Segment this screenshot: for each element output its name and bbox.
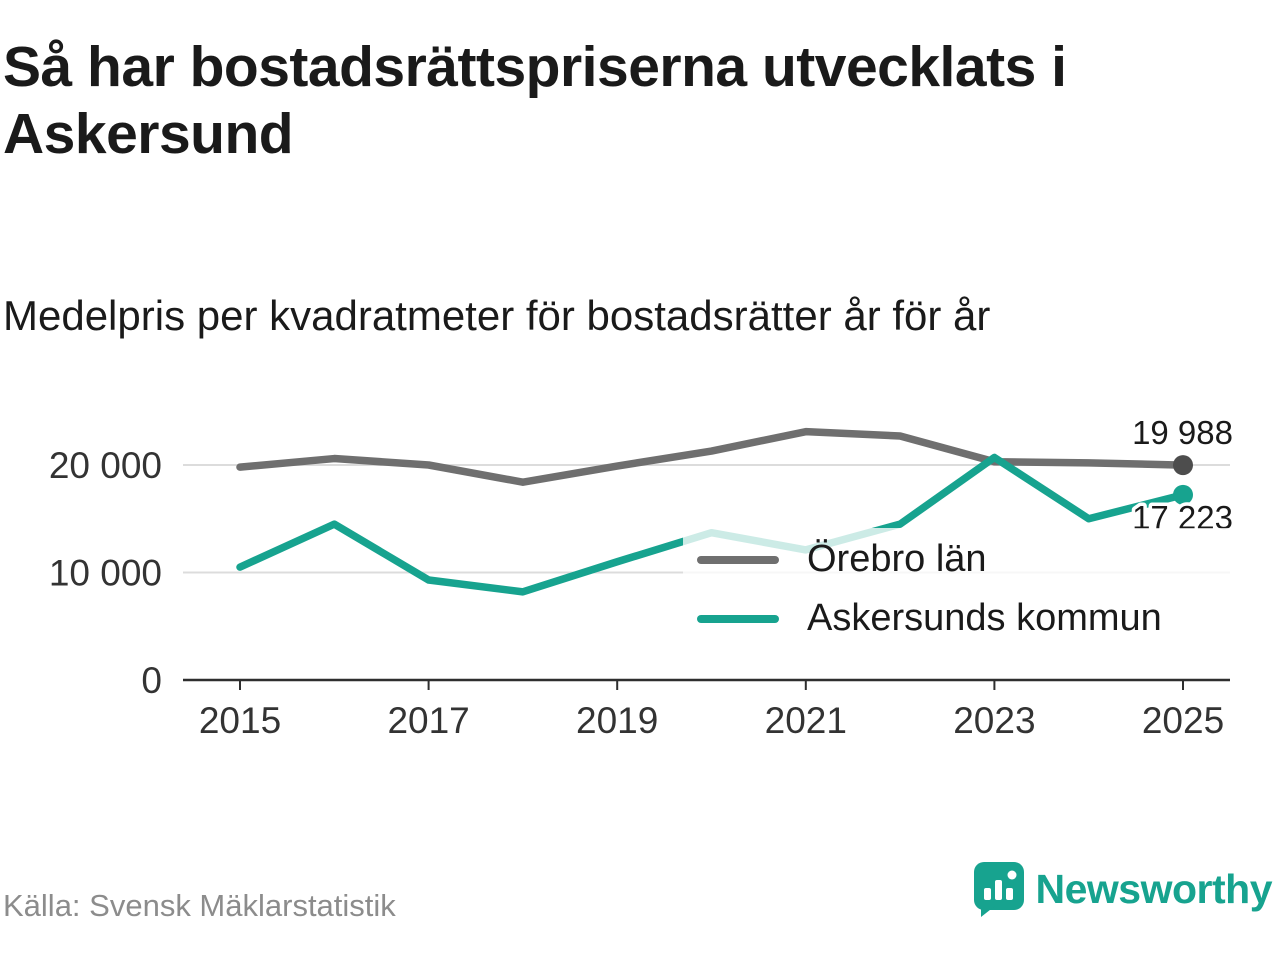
end-dot-askersunds-kommun bbox=[1173, 484, 1193, 505]
legend-item-orebro-lan: Örebro län bbox=[697, 538, 1231, 581]
legend-label-orebro-lan: Örebro län bbox=[807, 538, 987, 580]
y-tick-label: 10 000 bbox=[49, 553, 162, 594]
x-tick-label: 2015 bbox=[199, 700, 281, 741]
newsworthy-logo-icon bbox=[973, 862, 1024, 917]
legend-label-askersunds-kommun: Askersunds kommun bbox=[807, 597, 1162, 639]
x-tick-label: 2017 bbox=[387, 700, 469, 741]
legend-swatch-orebro-lan bbox=[697, 555, 779, 564]
x-axis: 2015 2017 2019 2021 2023 2025 bbox=[199, 680, 1224, 741]
line-orebro-lan bbox=[236, 427, 1187, 486]
y-tick-label: 0 bbox=[141, 660, 162, 701]
legend-swatch-askersunds-kommun bbox=[697, 614, 779, 623]
x-tick-label: 2023 bbox=[953, 700, 1035, 741]
x-tick-label: 2025 bbox=[1142, 700, 1224, 741]
source-attribution: Källa: Svensk Mäklarstatistik bbox=[3, 888, 396, 923]
page-subtitle: Medelpris per kvadratmeter för bostadsrä… bbox=[3, 292, 991, 339]
end-value-orebro-lan: 19 988 bbox=[1132, 414, 1233, 451]
line-chart-canvas: 0 10 000 20 000 2015 2017 2019 2021 2023 2025 1… bbox=[48, 414, 1233, 741]
chart-legend: Örebro län Askersunds kommun bbox=[683, 528, 1231, 652]
page-title: Så har bostadsrättspriserna utvecklats i… bbox=[3, 35, 1067, 166]
newsworthy-logo-text: Newsworthy bbox=[1035, 865, 1273, 912]
y-tick-label: 20 000 bbox=[49, 445, 162, 486]
end-dot-orebro-lan bbox=[1173, 455, 1193, 476]
newsworthy-brand: Newsworthy bbox=[972, 860, 1273, 918]
x-tick-label: 2019 bbox=[576, 700, 658, 741]
x-tick-label: 2021 bbox=[765, 700, 847, 741]
legend-item-askersunds-kommun: Askersunds kommun bbox=[697, 597, 1231, 640]
